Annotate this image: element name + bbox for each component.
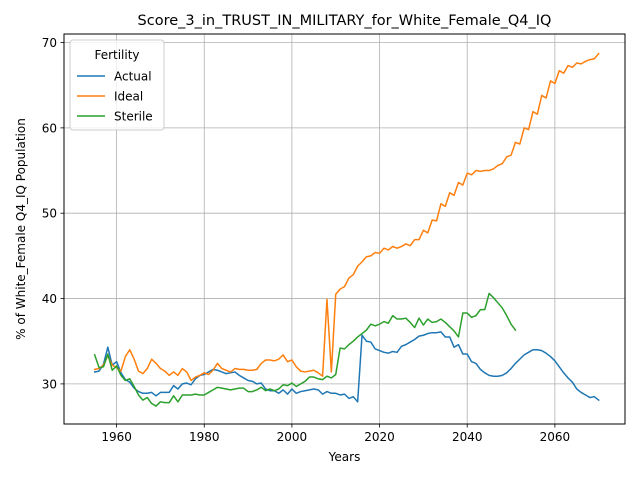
- y-axis: 30 40 50 60 70: [42, 36, 64, 391]
- y-tick-label: 30: [42, 377, 57, 391]
- y-tick-label: 50: [42, 207, 57, 221]
- series-line-actual: [93, 331, 600, 403]
- legend-label-ideal: Ideal: [114, 90, 143, 104]
- legend-title: Fertility: [94, 48, 139, 62]
- legend-label-sterile: Sterile: [114, 110, 153, 124]
- legend: Fertility Actual Ideal Sterile: [69, 39, 165, 131]
- x-tick-label: 2060: [540, 430, 571, 444]
- series-lines: [93, 52, 600, 407]
- legend-label-actual: Actual: [114, 70, 152, 84]
- x-tick-label: 1960: [101, 430, 132, 444]
- x-tick-label: 1980: [189, 430, 220, 444]
- x-axis: 1960 1980 2000 2020 2040 2060: [101, 424, 570, 444]
- y-axis-label: % of White_Female Q4_IQ Population: [14, 118, 28, 340]
- x-axis-label: Years: [328, 450, 361, 464]
- chart-title: Score_3_in_TRUST_IN_MILITARY_for_White_F…: [138, 13, 552, 29]
- x-tick-label: 2040: [452, 430, 483, 444]
- x-tick-label: 2000: [277, 430, 308, 444]
- x-tick-label: 2020: [364, 430, 395, 444]
- series-line-sterile: [93, 292, 517, 407]
- y-tick-label: 40: [42, 292, 57, 306]
- plot-frame: [63, 33, 626, 425]
- y-tick-label: 60: [42, 121, 57, 135]
- legend-items: Actual Ideal Sterile: [77, 70, 153, 124]
- legend-box: [69, 39, 165, 131]
- series-line-ideal: [93, 52, 600, 382]
- grid: [64, 34, 625, 424]
- y-tick-label: 70: [42, 36, 57, 50]
